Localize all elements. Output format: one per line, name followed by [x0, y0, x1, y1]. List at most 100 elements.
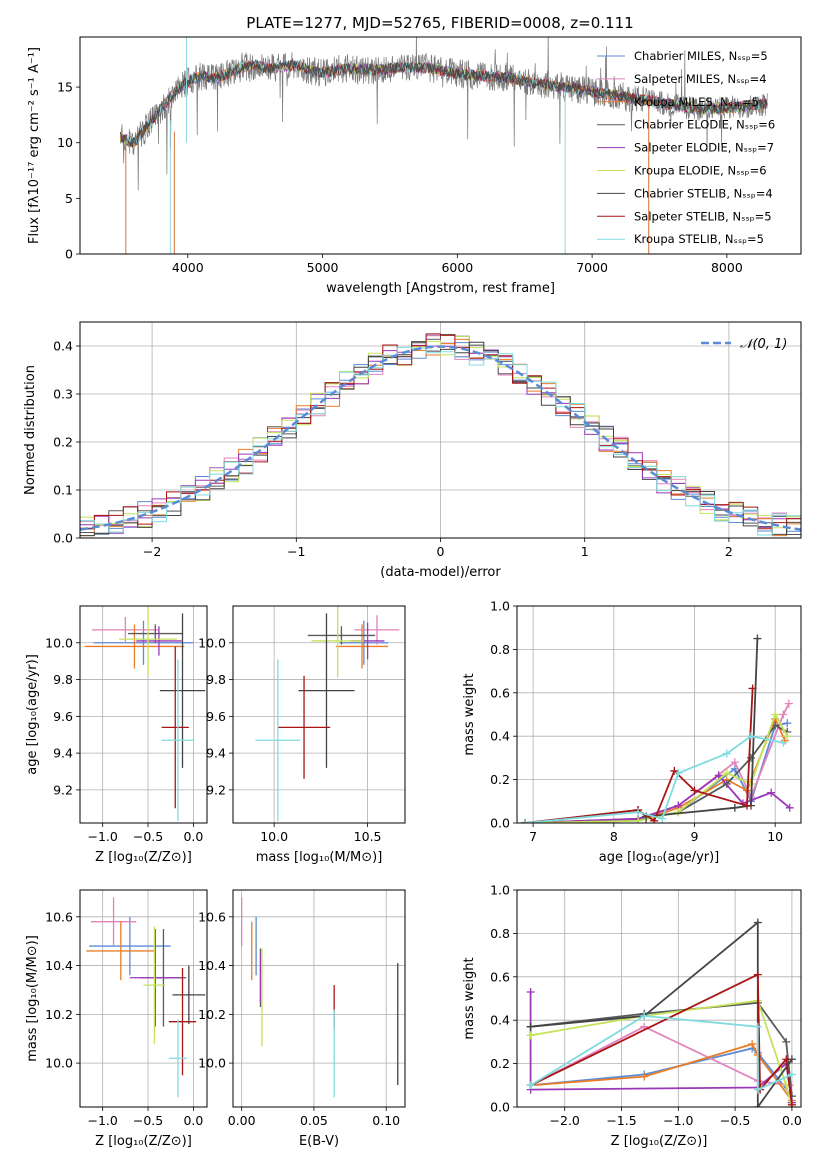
series-marker: [746, 732, 755, 741]
series-marker: [690, 786, 699, 795]
y-tick-label: 0.1: [53, 483, 73, 498]
legend-entry-6: Kroupa ELODIE, Nₛₛₚ=6: [634, 164, 767, 178]
x-tick-label: 9: [691, 829, 699, 844]
x-tick-label: −1: [287, 544, 305, 559]
x-tick-label: −1.0: [87, 829, 117, 844]
y-tick-label: 9.6: [206, 709, 226, 724]
series-marker: [771, 710, 780, 719]
y-tick-label: 10.6: [198, 909, 226, 924]
series-6: [526, 996, 796, 1107]
y-tick-label: 10.0: [45, 635, 73, 650]
axes-frame: [79, 889, 208, 1108]
axes-frame: [79, 605, 208, 824]
series-marker: [785, 803, 794, 812]
series-marker: [650, 816, 659, 823]
x-tick-label: 8: [610, 829, 618, 844]
axes-frame: [516, 889, 802, 1108]
plot-area-mass-vs-EBV: [241, 897, 399, 1098]
chart-title: PLATE=1277, MJD=52765, FIBERID=0008, z=0…: [246, 14, 633, 32]
errorbar-point-4: [307, 626, 376, 645]
series-marker: [742, 801, 751, 810]
y-tick-label: 1.0: [490, 883, 510, 898]
panel-residuals: −2 −1 0 1 2 0.0 0.1 0.2 0.3 0.4 (data-model)/error…: [23, 321, 802, 580]
y-tick-label: 0.4: [53, 339, 73, 354]
y-tick-label: 5: [65, 191, 73, 206]
x-tick-label: 10.0: [260, 829, 288, 844]
series-line: [524, 688, 754, 823]
panel-spectrum: 4000 5000 6000 7000 8000 0 5 10 15 wavelength [An…: [27, 36, 802, 296]
y-tick-label: 10.4: [198, 958, 226, 973]
x-tick-label: 0.0: [183, 1113, 203, 1128]
panel-age-vs-mass: 10.0 10.5 9.2 9.4 9.6 9.8 10.0 mass [log₁₀(M/M⊙…: [198, 605, 406, 865]
series-line: [524, 638, 759, 823]
errorbar-point-3: [335, 624, 389, 669]
x-tick-label: 5000: [307, 260, 339, 275]
errorbar-point-4: [128, 624, 183, 643]
series-marker: [782, 1037, 791, 1046]
series-marker: [753, 970, 762, 979]
x-tick-label: 4000: [172, 260, 204, 275]
y-tick-label: 15: [57, 80, 73, 95]
series-marker: [779, 710, 788, 719]
errorbar-point-2: [90, 897, 137, 947]
plot-area-age-vs-Z: [84, 606, 206, 822]
errorbar-point-9: [161, 659, 195, 822]
series-marker: [748, 684, 757, 693]
series-5: [526, 987, 796, 1107]
series-line: [530, 1025, 793, 1103]
legend-entry-8: Salpeter STELIB, Nₛₛₚ=5: [634, 209, 772, 223]
x-tick-label: 2: [725, 544, 733, 559]
series-marker: [722, 769, 731, 778]
y-tick-label: 10.0: [45, 1056, 73, 1071]
legend-entry-5: Salpeter ELODIE, Nₛₛₚ=7: [634, 141, 774, 155]
series-marker: [674, 769, 683, 778]
series-9: [521, 732, 788, 823]
y-tick-label: 9.4: [53, 746, 73, 761]
x-tick-label: −2: [143, 544, 161, 559]
x-axis-label: mass [log₁₀(M/M⊙)]: [256, 850, 383, 865]
x-axis-label: age [log₁₀(age/yr)]: [599, 850, 720, 865]
series-marker: [748, 1040, 757, 1049]
y-tick-label: 0.2: [490, 772, 510, 787]
plot-area-massweight-vs-Z: [526, 918, 796, 1107]
errorbar-point-8: [161, 646, 189, 809]
axes-frame: [516, 605, 802, 824]
errorbar-point-1: [339, 620, 389, 665]
panel-mass-vs-EBV: 0.00 0.05 0.10 10.0 10.2 10.4 10.6 E(B-V): [198, 889, 406, 1149]
series-marker: [767, 788, 776, 797]
series-marker: [640, 1072, 649, 1081]
errorbar-point-6: [119, 606, 178, 676]
normal-curve-line: [80, 345, 801, 531]
errorbar-point-1: [89, 916, 171, 976]
x-axis-label: Z [log₁₀(Z/Z⊙)]: [95, 850, 192, 865]
series-marker: [782, 1055, 791, 1064]
plot-area-massweight-vs-age: [521, 634, 794, 823]
y-tick-label: 0.8: [490, 642, 510, 657]
y-axis-label: mass weight: [462, 673, 477, 755]
series-marker: [753, 634, 762, 643]
y-tick-label: 9.2: [53, 782, 73, 797]
panel-mass-vs-Z: −1.0 −0.5 0.0 10.0 10.2 10.4 10.6 Z [log₁₀(Z/Z⊙…: [25, 889, 208, 1149]
series-marker: [526, 1031, 535, 1040]
y-tick-label: 0.0: [490, 816, 510, 831]
series-marker: [730, 803, 739, 812]
legend-entry-9: Kroupa STELIB, Nₛₛₚ=5: [634, 232, 764, 246]
x-tick-label: 6000: [441, 260, 473, 275]
errorbar-point-3: [86, 921, 156, 981]
series-marker: [771, 721, 780, 730]
errorbar-point-7: [159, 613, 206, 768]
series-marker: [753, 918, 762, 927]
errorbar-point-9: [168, 1019, 188, 1098]
errorbar-point-6: [143, 926, 166, 1044]
y-tick-label: 9.8: [53, 672, 73, 687]
y-tick-label: 10.0: [198, 1056, 226, 1071]
y-axis-label: Normed distribution: [23, 365, 38, 495]
x-tick-label: −1.5: [606, 1113, 636, 1128]
y-tick-label: 9.6: [53, 709, 73, 724]
errorbar-point-5: [129, 929, 181, 1027]
series-marker: [779, 738, 788, 747]
plot-area-residuals: [80, 333, 801, 537]
y-axis-label: age [log₁₀(age/yr)]: [25, 654, 40, 775]
series-line: [530, 1043, 793, 1102]
errorbar-point-1: [93, 620, 194, 665]
